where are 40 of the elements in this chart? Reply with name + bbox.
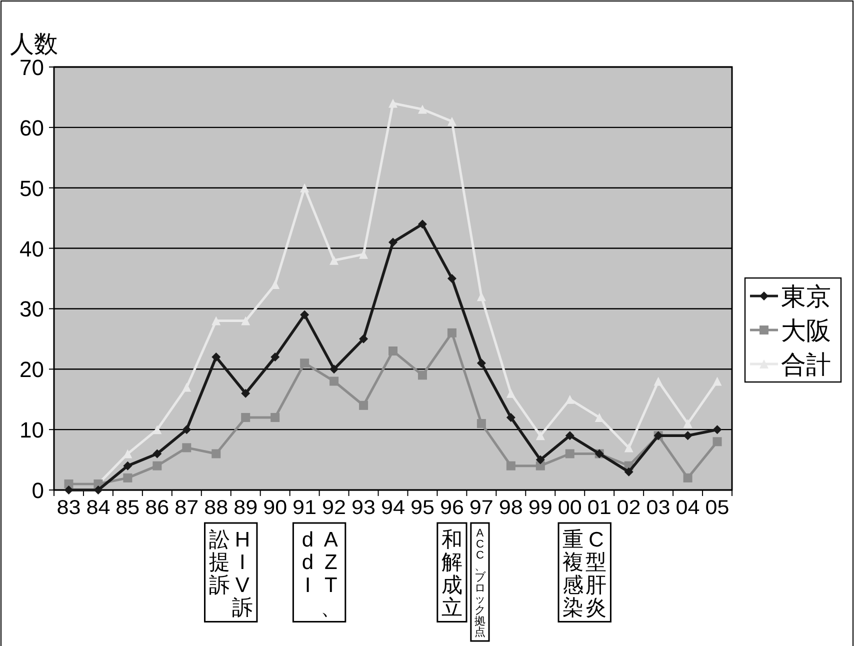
x-tick-label: 95 <box>410 497 434 519</box>
x-tick-label: 00 <box>558 497 582 519</box>
legend-label: 合計 <box>781 351 831 379</box>
x-tick-label: 83 <box>56 497 81 519</box>
y-axis-title: 人数 <box>10 31 58 58</box>
annotation-box: ACC、ブロック拠点 <box>470 522 490 642</box>
x-tick-label: 85 <box>116 497 140 519</box>
annotation-box: HIV訴訟提訴 <box>204 522 258 622</box>
legend-label: 大阪 <box>781 317 831 345</box>
x-tick-label: 87 <box>174 497 199 519</box>
x-tick-label: 84 <box>86 497 110 519</box>
y-tick-label: 30 <box>20 296 44 322</box>
x-tick-label: 92 <box>322 497 346 519</box>
y-tick-label: 70 <box>20 55 44 80</box>
y-tick-label: 40 <box>20 236 44 262</box>
x-tick-label: 91 <box>292 497 317 519</box>
y-tick-label: 0 <box>32 478 44 503</box>
x-tick-label: 89 <box>234 497 258 519</box>
y-tick-label: 10 <box>20 418 44 443</box>
y-tick-label: 50 <box>20 176 44 201</box>
x-tick-label: 05 <box>705 497 730 519</box>
x-tick-label: 04 <box>676 497 700 519</box>
x-tick-label: 90 <box>263 497 288 519</box>
x-tick-label: 93 <box>352 497 376 519</box>
annotation-box: 和解成立 <box>436 522 468 622</box>
y-tick-label: 60 <box>20 115 44 140</box>
annotation-box: C型肝炎重複感染 <box>558 522 612 622</box>
y-tick-label: 20 <box>20 357 44 382</box>
legend-label: 東京 <box>781 283 831 311</box>
x-tick-label: 01 <box>587 497 612 519</box>
annotation-box: AZT、ddI <box>292 522 346 622</box>
x-tick-label: 97 <box>469 497 494 519</box>
x-tick-label: 98 <box>498 497 523 519</box>
x-tick-label: 96 <box>440 497 464 519</box>
x-tick-label: 86 <box>145 497 170 519</box>
x-tick-label: 99 <box>528 497 552 519</box>
x-tick-label: 88 <box>204 497 228 519</box>
x-tick-label: 02 <box>616 497 641 519</box>
x-tick-label: 94 <box>381 497 405 519</box>
x-tick-label: 03 <box>646 497 670 519</box>
